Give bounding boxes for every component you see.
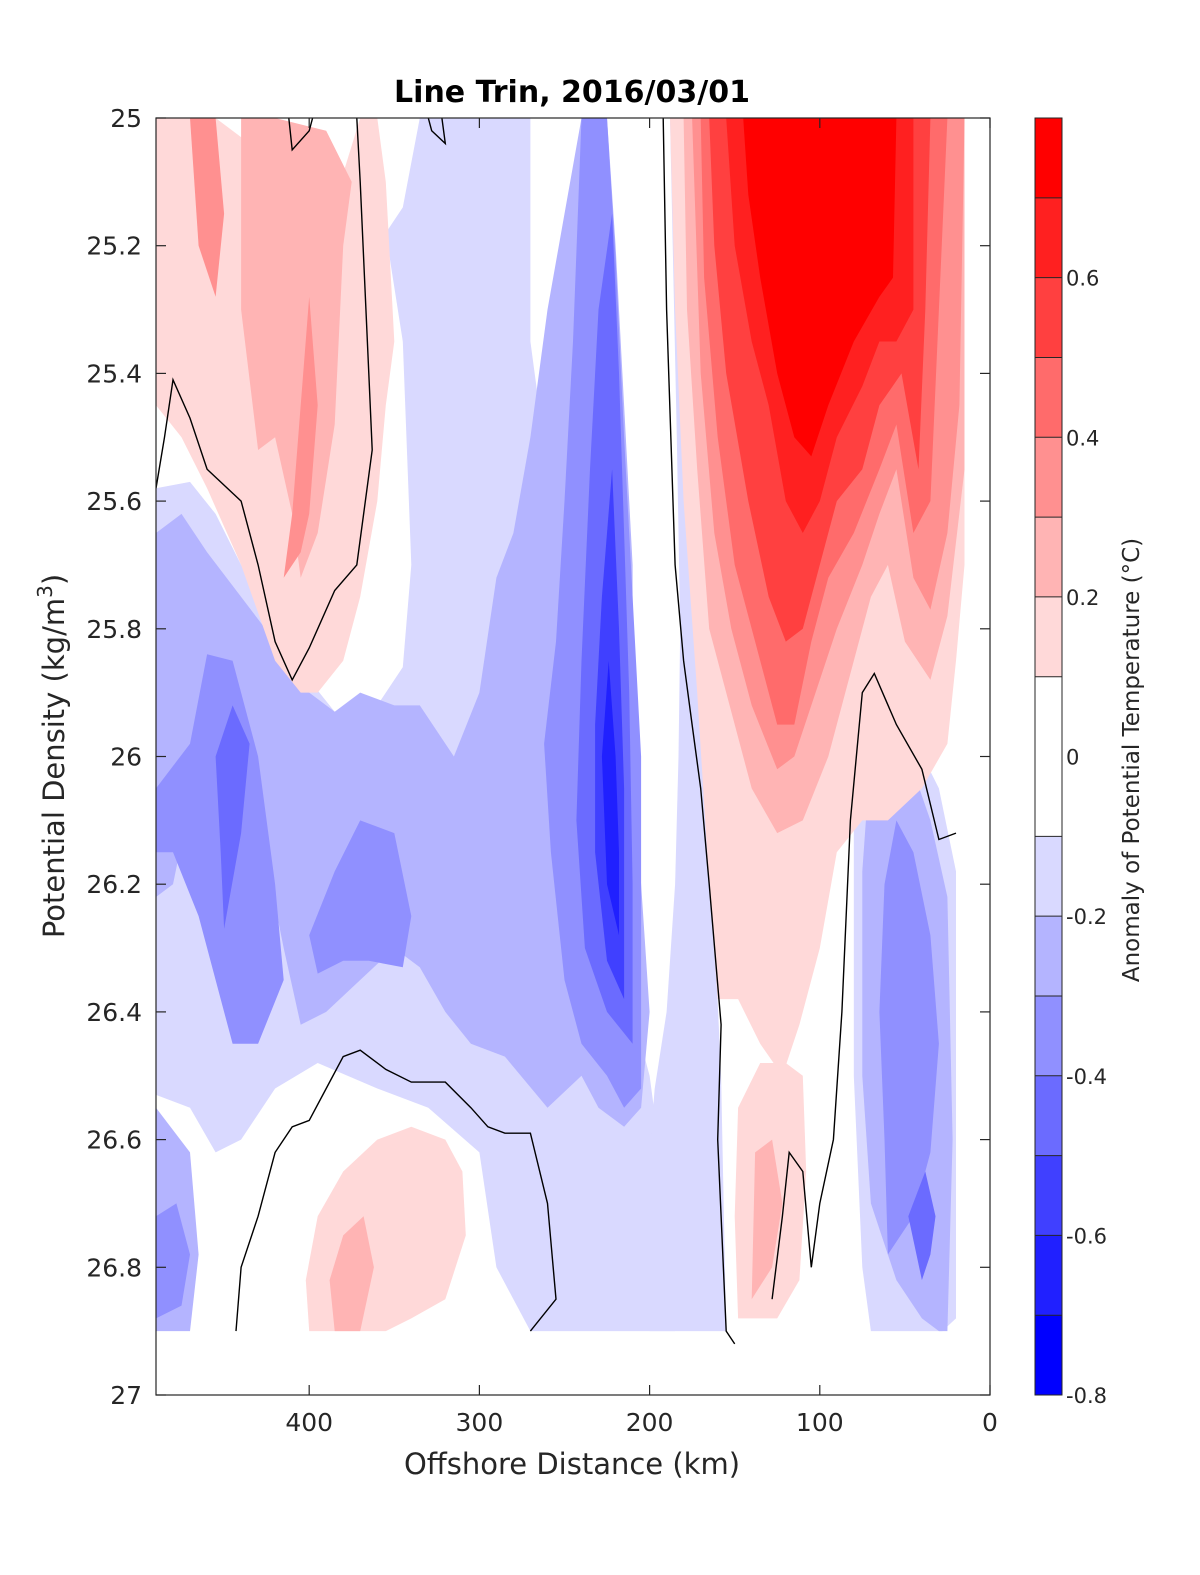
y-tick-label: 26.6 bbox=[86, 1126, 142, 1155]
y-tick-label: 26 bbox=[110, 743, 142, 772]
colorbar-band bbox=[1035, 676, 1062, 837]
y-axis-label-main: Potential Density (kg/m bbox=[37, 598, 71, 938]
y-tick-label: 25.2 bbox=[86, 232, 142, 261]
colorbar-tick-label: -0.8 bbox=[1066, 1384, 1107, 1408]
zero-contour-lines bbox=[156, 118, 957, 1345]
colorbar-band bbox=[1035, 1235, 1062, 1316]
colorbar-band bbox=[1035, 357, 1062, 438]
contour-region bbox=[156, 1203, 190, 1319]
y-axis-label: Potential Density (kg/m3) bbox=[33, 574, 71, 938]
colorbar-tick-label: 0.2 bbox=[1066, 586, 1099, 610]
x-tick-label: 400 bbox=[285, 1408, 333, 1437]
y-tick-label: 25.8 bbox=[86, 615, 142, 644]
colorbar-ticks: 0.6 0.4 0.2 0 -0.2 -0.4 -0.6 -0.8 bbox=[1035, 197, 1107, 1408]
colorbar-bands bbox=[1035, 118, 1062, 1395]
colorbar: 0.6 0.4 0.2 0 -0.2 -0.4 -0.6 -0.8 Anomaly of Po… bbox=[1034, 117, 1145, 1408]
contour-region bbox=[156, 118, 650, 1127]
contour-region bbox=[309, 820, 412, 974]
y-tick-label: 25.6 bbox=[86, 487, 142, 516]
colorbar-band bbox=[1035, 596, 1062, 677]
y-tick-label: 25 bbox=[110, 104, 142, 133]
zero-contour-line bbox=[771, 672, 957, 1300]
colorbar-band bbox=[1035, 1315, 1062, 1395]
x-tick-label: 300 bbox=[456, 1408, 504, 1437]
y-tick-label: 26.8 bbox=[86, 1253, 142, 1282]
x-axis-ticks: 400 300 200 100 0 bbox=[285, 118, 998, 1437]
x-tick-label: 0 bbox=[982, 1408, 998, 1437]
colorbar-band bbox=[1035, 197, 1062, 278]
zero-contour-line bbox=[288, 118, 314, 152]
y-tick-label: 26.2 bbox=[86, 870, 142, 899]
contour-region bbox=[908, 1171, 936, 1281]
y-tick-label: 25.4 bbox=[86, 359, 142, 388]
contour-region bbox=[329, 1216, 374, 1332]
contour-region bbox=[156, 654, 284, 1044]
filled-contours bbox=[156, 118, 965, 1332]
contour-region bbox=[190, 118, 225, 297]
contour-region bbox=[283, 296, 318, 578]
colorbar-band bbox=[1035, 118, 1062, 198]
chart-title: Line Trin, 2016/03/01 bbox=[394, 75, 750, 110]
colorbar-tick-label: 0.4 bbox=[1066, 426, 1099, 450]
x-tick-label: 100 bbox=[796, 1408, 844, 1437]
colorbar-band bbox=[1035, 995, 1062, 1076]
y-axis-label-superscript: 3 bbox=[33, 585, 57, 598]
contour-region bbox=[215, 705, 250, 929]
contour-region bbox=[743, 118, 897, 457]
zero-contour-line bbox=[427, 118, 447, 146]
y-tick-label: 27 bbox=[110, 1381, 142, 1410]
colorbar-band bbox=[1035, 437, 1062, 518]
colorbar-band bbox=[1035, 277, 1062, 358]
zero-contour-line bbox=[235, 1049, 557, 1332]
colorbar-tick-label: -0.6 bbox=[1066, 1224, 1107, 1248]
y-axis-ticks: 25 25.2 25.4 25.6 25.8 26 26.2 26.4 26.6 26.8 27 bbox=[86, 104, 990, 1410]
x-axis-label: Offshore Distance (km) bbox=[404, 1447, 740, 1481]
colorbar-tick-label: -0.4 bbox=[1066, 1065, 1107, 1089]
colorbar-band bbox=[1035, 916, 1062, 996]
colorbar-band bbox=[1035, 836, 1062, 917]
colorbar-tick-label: -0.2 bbox=[1066, 905, 1107, 929]
y-axis-label-end: ) bbox=[37, 574, 71, 585]
x-tick-label: 200 bbox=[626, 1408, 674, 1437]
colorbar-band bbox=[1035, 1155, 1062, 1236]
contour-region bbox=[601, 660, 619, 936]
colorbar-label: Anomaly of Potential Temperature (°C) bbox=[1119, 538, 1145, 982]
y-tick-label: 26.4 bbox=[86, 998, 142, 1027]
plot-area: 400 300 200 100 0 25 25.2 25.4 25.6 25.8 26 26.2 26… bbox=[86, 104, 998, 1437]
contour-region bbox=[649, 118, 727, 1332]
colorbar-tick-label: 0.6 bbox=[1066, 267, 1099, 291]
colorbar-tick-label: 0 bbox=[1066, 746, 1079, 770]
contour-region bbox=[751, 1139, 783, 1300]
zero-contour-line bbox=[156, 118, 373, 682]
colorbar-frame bbox=[1034, 117, 1063, 1396]
zero-contour-line bbox=[662, 118, 736, 1345]
colorbar-band bbox=[1035, 1075, 1062, 1156]
colorbar-band bbox=[1035, 517, 1062, 597]
contour-region bbox=[879, 820, 939, 1255]
